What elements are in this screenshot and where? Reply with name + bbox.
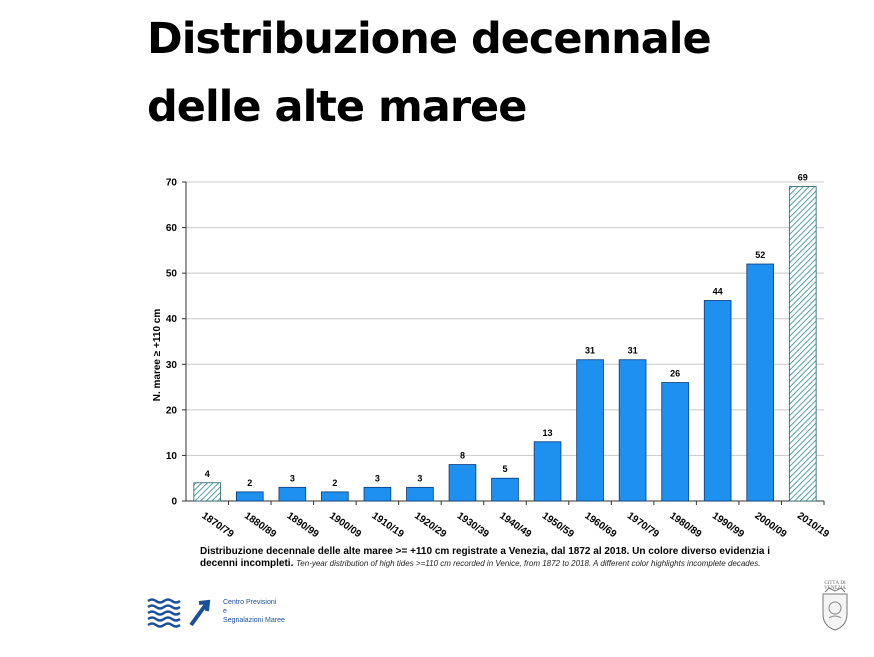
bar-1960-69 — [576, 359, 604, 502]
bar-1950-59 — [533, 441, 562, 502]
y-tick-label: 70 — [166, 178, 178, 189]
x-tick-label: 2010/19 — [795, 510, 831, 540]
bar-2000-09 — [746, 263, 774, 502]
data-label: 2 — [332, 478, 337, 488]
x-tick-label: 1990/99 — [710, 510, 746, 540]
page-title-line-2: delle alte maree — [147, 82, 527, 132]
y-tick-label: 0 — [171, 497, 177, 508]
chart-caption: Distribuzione decennale delle alte maree… — [200, 546, 800, 570]
data-labels: 4 2 3 2 3 3 8 5 13 31 31 26 44 52 69 — [205, 173, 808, 488]
y-tick-label: 10 — [166, 451, 178, 462]
gridlines — [186, 181, 824, 456]
data-label: 69 — [798, 173, 808, 183]
bar-2010-19 — [788, 186, 817, 502]
bar-1970-79 — [618, 359, 647, 502]
x-tick-label: 1890/99 — [285, 510, 321, 540]
cpsm-logo-icon — [147, 598, 211, 628]
data-label: 31 — [628, 346, 638, 356]
data-label: 8 — [460, 451, 465, 461]
data-label: 26 — [670, 369, 680, 379]
x-tick-label: 1950/59 — [540, 510, 576, 540]
bar-1980-89 — [661, 382, 689, 502]
page-title-line-1: Distribuzione decennale — [147, 14, 712, 64]
bar-1900-09 — [321, 491, 349, 502]
caption-english: Ten-year distribution of high tides >=11… — [296, 559, 761, 568]
bar-1940-49 — [491, 477, 519, 502]
y-tick-label: 20 — [166, 405, 178, 416]
y-tick-label: 50 — [166, 269, 178, 280]
cpsm-name: Centro Previsioni e Segnalazioni Maree — [223, 598, 285, 625]
x-tick-label: 1980/89 — [667, 510, 703, 540]
y-axis-label: N. maree ≥ +110 cm — [152, 309, 163, 402]
bar-1880-89 — [236, 491, 264, 502]
x-tick-label: 1900/09 — [327, 510, 363, 540]
bar-1990-99 — [703, 300, 732, 502]
y-tick-label: 30 — [166, 360, 178, 371]
data-label: 2 — [247, 478, 252, 488]
caption-italian: Distribuzione decennale delle alte maree… — [200, 546, 770, 569]
svg-text:CITTÀ DI: CITTÀ DI — [824, 580, 846, 586]
x-tick-label: 1910/19 — [370, 510, 406, 540]
bar-1890-99 — [278, 486, 307, 502]
data-label: 4 — [205, 469, 210, 479]
data-label: 52 — [755, 250, 765, 260]
x-tick-label: 1930/39 — [455, 510, 491, 540]
data-label: 13 — [543, 428, 553, 438]
cpsm-name-line-2: e — [223, 608, 227, 615]
x-tick-label: 1880/89 — [242, 510, 278, 540]
x-tick-label: 1940/49 — [497, 510, 533, 540]
y-tick-label: 40 — [166, 314, 178, 325]
svg-text:VENEZIA: VENEZIA — [824, 586, 846, 591]
data-label: 3 — [375, 473, 380, 483]
x-tick-label: 1960/69 — [582, 510, 618, 540]
x-tick-label: 1970/79 — [625, 510, 661, 540]
venice-seal-icon: CITTÀ DI VENEZIA — [822, 580, 848, 631]
data-label: 44 — [713, 286, 723, 296]
x-tick-label: 1920/29 — [412, 510, 448, 540]
data-label: 5 — [502, 464, 507, 474]
bar-chart: 4 2 3 2 3 3 8 5 13 31 31 26 44 52 69 0 10 20 30 40 50 60 70 18… — [152, 173, 831, 541]
data-label: 3 — [417, 473, 422, 483]
x-tick-label: 2000/09 — [752, 510, 788, 540]
bar-1870-79 — [193, 482, 222, 502]
x-tick-label: 1870/79 — [200, 510, 236, 540]
cpsm-name-line-1: Centro Previsioni — [223, 599, 277, 606]
bars — [193, 186, 817, 502]
y-tick-label: 60 — [166, 223, 178, 234]
bar-1930-39 — [448, 464, 477, 502]
bar-1910-19 — [363, 486, 392, 502]
data-label: 3 — [290, 473, 295, 483]
cpsm-name-line-3: Segnalazioni Maree — [223, 617, 285, 624]
data-label: 31 — [585, 346, 595, 356]
bar-1920-29 — [406, 486, 434, 502]
